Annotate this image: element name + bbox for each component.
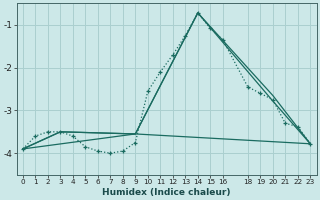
- X-axis label: Humidex (Indice chaleur): Humidex (Indice chaleur): [102, 188, 231, 197]
